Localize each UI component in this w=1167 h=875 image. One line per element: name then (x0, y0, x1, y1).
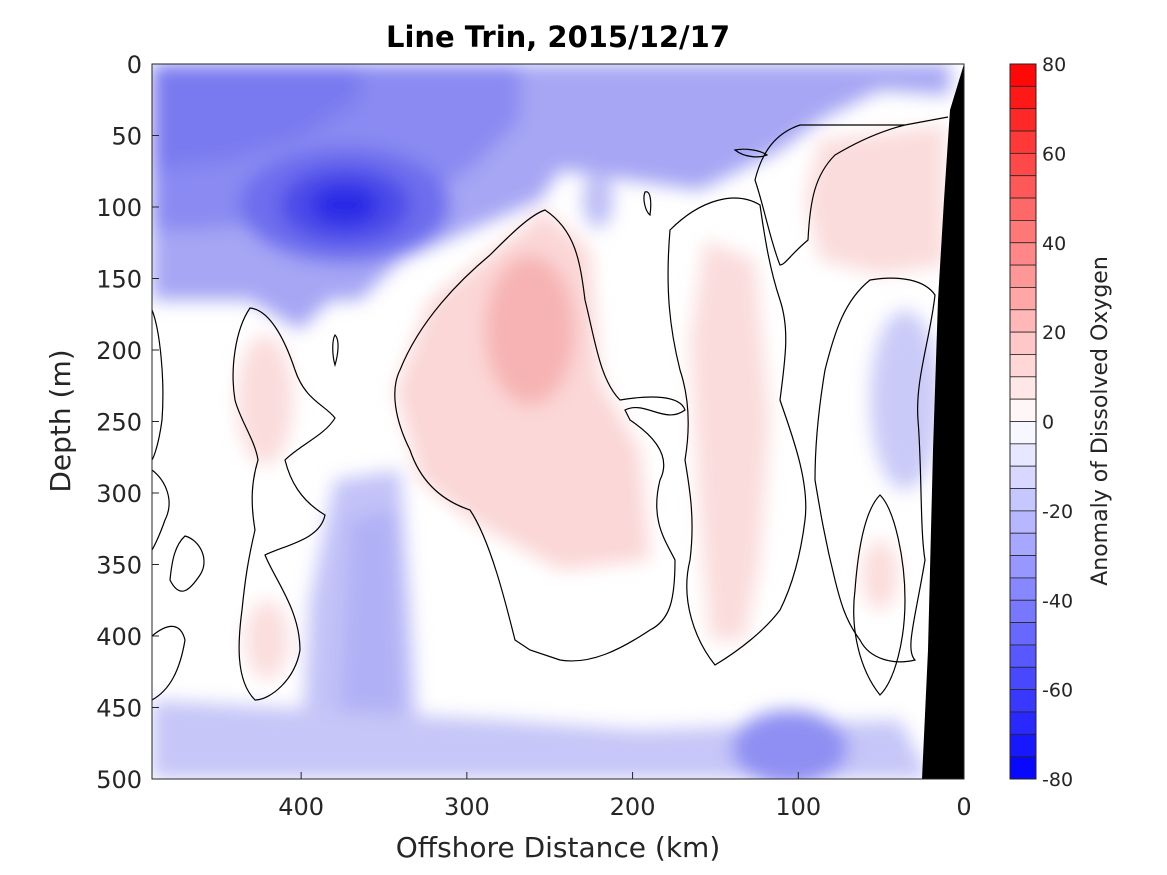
colorbar-label: Anomaly of Dissolved Oxygen (1088, 256, 1113, 586)
colorbar-swatch (1009, 465, 1037, 489)
y-tick-label: 400 (96, 623, 142, 651)
zero-contour (733, 148, 769, 158)
o2-minimum-core (311, 185, 379, 225)
colorbar-swatch (1009, 421, 1037, 445)
colorbar-swatch (1009, 689, 1037, 713)
negative-west-surface (152, 64, 360, 170)
plot-area (152, 64, 964, 779)
colorbar-swatch (1009, 331, 1037, 355)
positive-lens-west (237, 335, 293, 465)
y-tick-label: 250 (96, 409, 142, 437)
positive-nearshore (805, 125, 945, 275)
y-tick-label: 300 (96, 480, 142, 508)
colorbar-swatch (1009, 175, 1037, 199)
colorbar-swatch (1009, 354, 1037, 378)
chart-title: Line Trin, 2015/12/17 (386, 20, 730, 54)
y-tick-label: 50 (111, 123, 142, 151)
zero-contour (232, 307, 336, 701)
colorbar-swatch (1009, 510, 1037, 534)
colorbar-swatch (1009, 309, 1037, 333)
colorbar-swatch (1009, 287, 1037, 311)
x-axis: 400 300 200 100 0 (278, 772, 972, 821)
zero-contour (394, 209, 686, 662)
colorbar-swatch (1009, 644, 1037, 668)
colorbar-swatch (1009, 85, 1037, 110)
colorbar-swatch (1009, 555, 1037, 579)
colorbar-tick-label: 80 (1042, 54, 1066, 76)
colorbar-swatch (1009, 197, 1037, 221)
zero-contour (904, 116, 949, 126)
anomaly-field (152, 64, 950, 779)
colorbar-tick-label: 60 (1042, 143, 1066, 165)
colorbar-tick-label: -40 (1042, 590, 1073, 612)
colorbar-swatch (1009, 599, 1037, 623)
y-tick-label: 500 (96, 766, 142, 794)
colorbar-tick-label: 40 (1042, 233, 1066, 255)
colorbar-swatch (1009, 130, 1037, 154)
positive-lens-center-core (485, 255, 575, 405)
x-tick-label: 0 (956, 793, 971, 821)
zero-contour (754, 124, 906, 266)
colorbar-swatch (1009, 622, 1037, 646)
zero-contours (152, 116, 949, 701)
colorbar-swatch (1009, 376, 1037, 400)
colorbar-swatch (1009, 63, 1037, 87)
colorbar-tick-label: 0 (1042, 412, 1054, 434)
colorbar-tick-label: -20 (1042, 501, 1073, 523)
x-tick-label: 400 (278, 793, 324, 821)
negative-small-eddy (583, 172, 613, 228)
colorbar-swatch (1009, 242, 1037, 266)
x-tick-label: 300 (444, 793, 490, 821)
zero-contour (814, 277, 936, 663)
colorbar-swatch (1009, 666, 1037, 691)
x-tick-label: 200 (610, 793, 656, 821)
colorbar-tick-label: -60 (1042, 680, 1073, 702)
zero-contour (667, 197, 807, 666)
y-tick-label: 0 (127, 51, 142, 79)
y-tick-label: 150 (96, 266, 142, 294)
colorbar-swatch (1009, 532, 1037, 556)
colorbar-tick-label: -80 (1042, 769, 1073, 791)
y-tick-label: 350 (96, 552, 142, 580)
zero-contour (853, 494, 906, 696)
positive-lens-west-deep (245, 600, 289, 680)
colorbar-frame (1009, 63, 1037, 780)
y-axis-label: Depth (m) (44, 349, 77, 492)
colorbar-swatch (1009, 488, 1037, 512)
colorbar-swatch (1009, 264, 1037, 288)
colorbar: 80 60 40 20 0 -20 -40 -60 -80 (1009, 54, 1073, 791)
y-tick-label: 450 (96, 695, 142, 723)
colorbar-tick-label: 20 (1042, 322, 1066, 344)
positive-lens-south-east (862, 540, 898, 610)
zero-contour (332, 334, 339, 368)
y-tick-label: 100 (96, 194, 142, 222)
colorbar-swatch (1009, 152, 1037, 177)
zero-contour (152, 309, 164, 461)
negative-bottom-core (732, 710, 848, 779)
zero-contour (152, 469, 170, 551)
y-tick-label: 200 (96, 337, 142, 365)
y-axis: 0 50 100 150 200 250 300 350 400 450 500 (96, 51, 159, 794)
zero-contour (643, 191, 652, 217)
zero-contour (169, 535, 205, 592)
colorbar-swatch (1009, 398, 1037, 422)
x-axis-label: Offshore Distance (km) (396, 831, 721, 864)
zero-contour (152, 625, 186, 701)
colorbar-swatch (1009, 577, 1037, 601)
colorbar-swatch (1009, 733, 1037, 758)
land-mask (922, 64, 964, 779)
colorbar-swatch (1009, 756, 1037, 780)
colorbar-swatch (1009, 220, 1037, 244)
colorbar-swatch (1009, 108, 1037, 132)
colorbar-swatch (1009, 443, 1037, 467)
positive-lens-east (690, 240, 770, 640)
x-tick-label: 100 (775, 793, 821, 821)
negative-offshore-mid (870, 310, 940, 490)
colorbar-swatch (1009, 711, 1037, 735)
